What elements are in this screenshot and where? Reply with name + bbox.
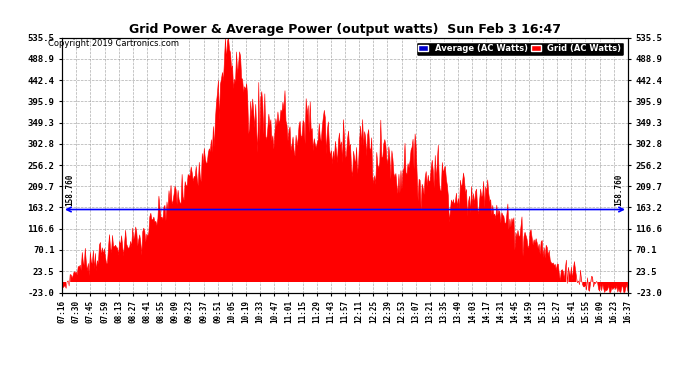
Legend: Average (AC Watts), Grid (AC Watts): Average (AC Watts), Grid (AC Watts) [416, 42, 624, 56]
Text: 158.760: 158.760 [614, 174, 623, 206]
Title: Grid Power & Average Power (output watts)  Sun Feb 3 16:47: Grid Power & Average Power (output watts… [129, 23, 561, 36]
Text: 158.760: 158.760 [66, 174, 75, 206]
Text: Copyright 2019 Cartronics.com: Copyright 2019 Cartronics.com [48, 39, 179, 48]
